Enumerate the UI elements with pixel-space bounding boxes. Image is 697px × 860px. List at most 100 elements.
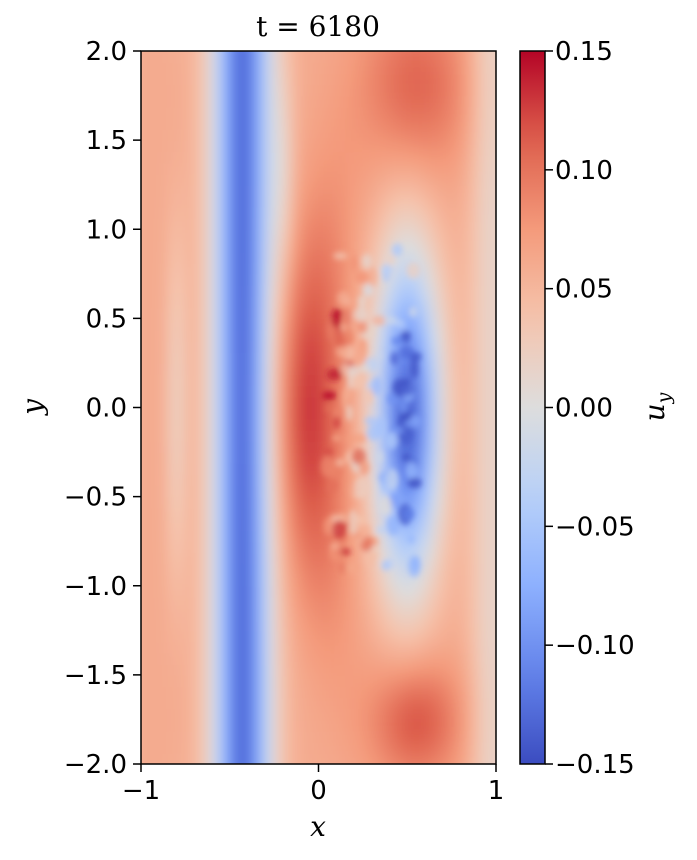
heatmap-cell — [416, 407, 426, 420]
heatmap-cell — [229, 251, 240, 264]
heatmap-cell — [425, 374, 435, 387]
heatmap-cell — [371, 463, 382, 476]
heatmap-cell — [371, 162, 382, 175]
heatmap-cell — [371, 84, 382, 97]
heatmap-speckle — [358, 460, 370, 475]
heatmap-cell — [407, 95, 418, 108]
heatmap-cell — [185, 240, 196, 253]
heatmap-cell — [407, 764, 417, 776]
heatmap-cell — [265, 396, 276, 409]
heatmap-cell — [398, 630, 409, 643]
heatmap-cell — [425, 596, 435, 610]
heatmap-cell — [460, 106, 471, 119]
heatmap-cell — [451, 429, 462, 442]
heatmap-cell — [442, 396, 453, 409]
heatmap-cell — [478, 307, 489, 320]
heatmap-cell — [478, 262, 489, 275]
heatmap-cell — [380, 240, 391, 253]
heatmap-cell — [318, 686, 329, 699]
heatmap-cell — [460, 674, 471, 688]
heatmap-cell — [247, 117, 258, 130]
heatmap-cell — [229, 463, 240, 476]
heatmap-cell — [433, 452, 444, 465]
heatmap-cell — [371, 697, 382, 710]
heatmap-cell — [362, 563, 373, 576]
heatmap-cell — [247, 106, 258, 119]
heatmap-cell — [416, 140, 426, 153]
heatmap-cell — [389, 641, 400, 654]
heatmap-cell — [460, 173, 471, 186]
heatmap-cell — [318, 652, 329, 665]
heatmap-cell — [407, 73, 418, 86]
heatmap-cell — [185, 374, 196, 387]
heatmap-cell — [362, 351, 373, 364]
heatmap-cell — [167, 62, 178, 75]
heatmap-cell — [309, 84, 320, 97]
heatmap-cell — [229, 418, 240, 431]
heatmap-speckle — [337, 291, 351, 306]
heatmap-cell — [496, 385, 506, 397]
heatmap-cell — [185, 51, 196, 52]
heatmap-cell — [478, 630, 489, 643]
heatmap-cell — [442, 206, 453, 220]
heatmap-cell — [283, 151, 293, 164]
heatmap-cell — [265, 374, 276, 387]
heatmap-cell — [460, 507, 471, 520]
heatmap-cell — [149, 730, 160, 743]
heatmap-cell — [300, 574, 311, 587]
heatmap-cell — [274, 362, 284, 376]
heatmap-cell — [229, 195, 240, 208]
heatmap-cell — [496, 563, 506, 575]
heatmap-cell — [300, 62, 311, 75]
heatmap-cell — [283, 374, 293, 387]
heatmap-cell — [318, 318, 329, 331]
heatmap-speckle — [400, 329, 411, 344]
heatmap-cell — [203, 496, 213, 509]
heatmap-cell — [425, 318, 435, 331]
heatmap-cell — [176, 674, 187, 688]
heatmap-cell — [398, 84, 409, 97]
heatmap-cell — [469, 730, 480, 743]
heatmap-cell — [487, 128, 496, 142]
heatmap-cell — [487, 418, 496, 431]
heatmap-speckle — [359, 363, 371, 373]
heatmap-cell — [247, 251, 258, 264]
heatmap-cell — [238, 641, 249, 654]
heatmap-cell — [398, 62, 409, 75]
heatmap-cell — [265, 752, 276, 764]
heatmap-cell — [496, 753, 506, 765]
heatmap-cell — [300, 541, 311, 554]
heatmap-cell — [433, 719, 444, 732]
heatmap-cell — [203, 708, 213, 721]
heatmap-cell — [433, 619, 444, 632]
heatmap-cell — [283, 340, 293, 353]
heatmap-cell — [407, 374, 418, 387]
heatmap-cell — [496, 686, 506, 698]
heatmap-cell — [247, 351, 258, 364]
heatmap-cell — [158, 284, 169, 298]
heatmap-cell — [362, 184, 373, 197]
heatmap-cell — [291, 374, 302, 387]
heatmap-cell — [220, 596, 231, 610]
heatmap-cell — [389, 708, 400, 721]
heatmap-cell — [496, 530, 506, 542]
heatmap-cell — [309, 340, 320, 353]
heatmap-cell — [407, 51, 418, 52]
heatmap-cell — [158, 117, 169, 130]
heatmap-cell — [309, 541, 320, 554]
heatmap-cell — [425, 329, 435, 342]
heatmap-cell — [442, 686, 453, 699]
heatmap-cell — [469, 374, 480, 387]
heatmap-cell — [362, 641, 373, 654]
heatmap-cell — [194, 619, 205, 632]
heatmap-cell — [141, 619, 151, 632]
heatmap-cell — [167, 385, 178, 398]
heatmap-cell — [451, 140, 462, 153]
heatmap-cell — [149, 151, 160, 164]
heatmap-cell — [238, 429, 249, 442]
heatmap-cell — [371, 95, 382, 108]
heatmap-cell — [398, 296, 409, 309]
heatmap-speckle — [383, 316, 397, 325]
heatmap-cell — [487, 229, 496, 242]
heatmap-cell — [229, 229, 240, 242]
